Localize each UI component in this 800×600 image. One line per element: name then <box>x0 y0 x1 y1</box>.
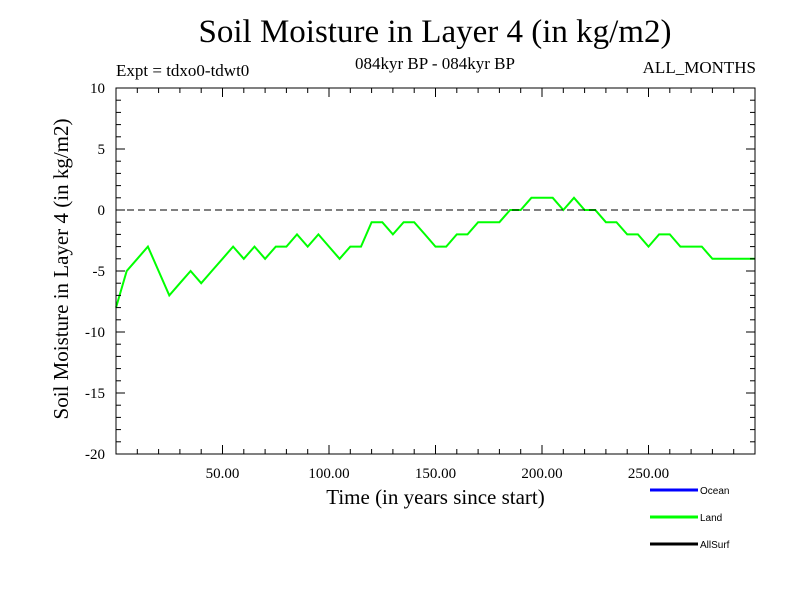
x-tick-label: 100.00 <box>308 466 349 482</box>
x-tick-label: 200.00 <box>521 466 562 482</box>
legend-label: Land <box>700 513 722 524</box>
y-axis-label: Soil Moisture in Layer 4 (in kg/m2) <box>49 119 73 420</box>
experiment-label: Expt = tdxo0-tdwt0 <box>116 61 250 80</box>
y-tick-label: -10 <box>85 325 105 341</box>
legend-item-land: Land <box>650 513 722 524</box>
x-tick-label: 250.00 <box>628 466 669 482</box>
legend-item-allsurf: AllSurf <box>650 540 730 551</box>
series-line-land <box>115 196 755 308</box>
months-label: ALL_MONTHS <box>642 58 756 77</box>
x-tick-label: 150.00 <box>415 466 456 482</box>
period-label: 084kyr BP - 084kyr BP <box>355 54 515 73</box>
legend-label: Ocean <box>700 486 729 497</box>
legend-item-ocean: Ocean <box>650 486 729 497</box>
x-tick-label: 50.00 <box>206 466 240 482</box>
y-tick-label: -5 <box>93 264 106 280</box>
y-tick-label: 0 <box>98 203 106 219</box>
y-tick-label: 10 <box>90 81 105 97</box>
legend-label: AllSurf <box>700 540 730 551</box>
x-axis-label: Time (in years since start) <box>326 485 545 509</box>
chart-title: Soil Moisture in Layer 4 (in kg/m2) <box>198 14 672 50</box>
y-tick-label: 5 <box>98 142 106 158</box>
y-tick-label: -15 <box>85 386 105 402</box>
y-tick-label: -20 <box>85 447 105 463</box>
